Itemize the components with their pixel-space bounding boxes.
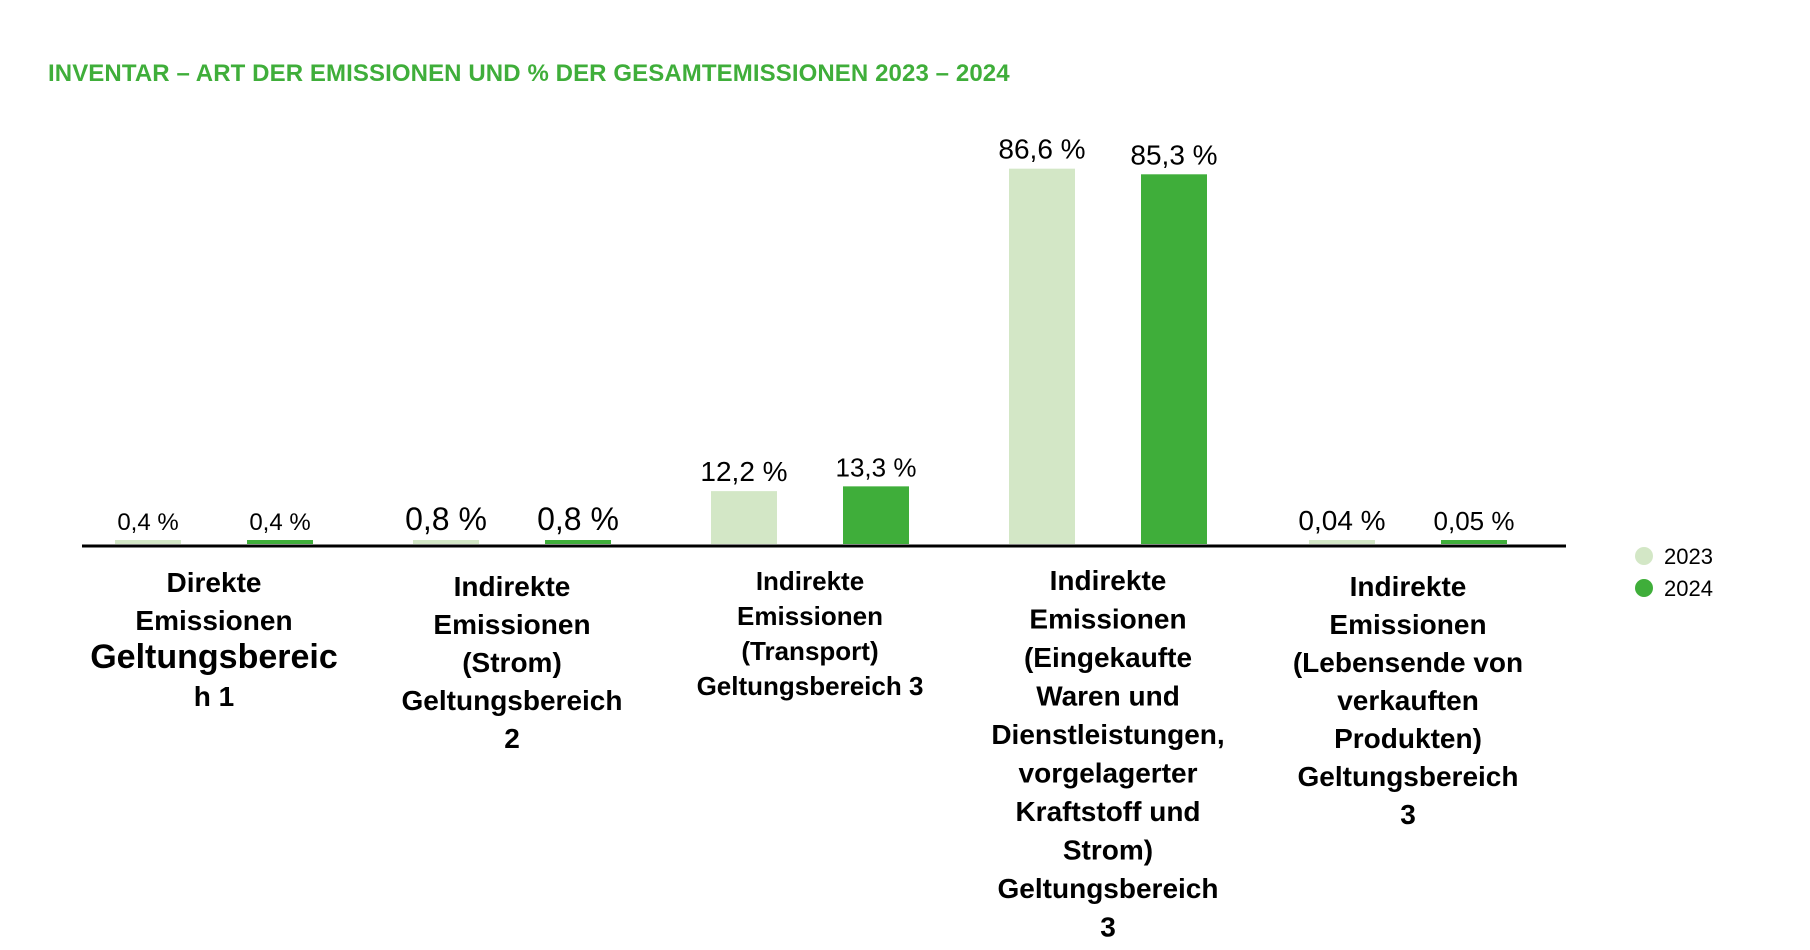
category-label-line: Kraftstoff und — [1015, 796, 1200, 827]
bar-2024-2 — [843, 486, 909, 544]
value-label-2023-1: 0,8 % — [405, 501, 487, 537]
category-label-line: Emissionen — [433, 609, 590, 640]
category-label-line: verkauften — [1337, 685, 1479, 716]
legend-swatch-2024 — [1635, 579, 1653, 597]
bar-2023-2 — [711, 491, 777, 544]
category-label-line: Produkten) — [1334, 723, 1482, 754]
category-label-line: Indirekte — [1350, 571, 1467, 602]
category-label-line: Geltungsbereich — [1298, 761, 1519, 792]
category-label-line: (Strom) — [462, 647, 562, 678]
category-label-line: (Lebensende von — [1293, 647, 1523, 678]
category-label-line: Geltungsbereich — [402, 685, 623, 716]
category-label-line: h 1 — [194, 681, 234, 712]
bar-2023-4 — [1309, 540, 1375, 544]
category-label-line: Emissionen — [737, 601, 883, 631]
value-label-2023-3: 86,6 % — [998, 134, 1085, 165]
category-label-line: Emissionen — [1029, 604, 1186, 635]
category-label-line: Geltungsbereic — [90, 638, 338, 676]
value-label-2023-4: 0,04 % — [1298, 505, 1385, 536]
bar-2023-3 — [1009, 168, 1075, 545]
category-label-4: Indirekte Emissionen (Lebensende von verkau… — [1293, 571, 1523, 830]
value-label-2024-2: 13,3 % — [836, 452, 917, 482]
category-label-line: Direkte — [167, 567, 262, 598]
category-label-3: Indirekte Emissionen (Eingekaufte Waren und… — [991, 565, 1224, 943]
legend-swatch-2023 — [1635, 547, 1653, 565]
category-label-1: Indirekte Emissionen (Strom) Geltungsbereic… — [402, 571, 623, 754]
bar-2023-1 — [413, 540, 479, 544]
category-label-line: Geltungsbereich — [998, 873, 1219, 904]
category-label-line: Emissionen — [135, 605, 292, 636]
value-label-2024-0: 0,4 % — [249, 509, 310, 536]
category-label-line: 3 — [1100, 912, 1116, 943]
category-label-line: 3 — [1400, 799, 1416, 830]
bar-2024-4 — [1441, 540, 1507, 544]
category-label-line: Emissionen — [1329, 609, 1486, 640]
category-label-line: (Transport) — [741, 636, 878, 666]
legend: 2023 2024 — [1635, 544, 1713, 601]
category-label-2: Indirekte Emissionen (Transport) Geltungsbe… — [697, 566, 924, 701]
legend-label-2023: 2023 — [1664, 544, 1713, 569]
category-label-line: vorgelagerter — [1019, 758, 1198, 789]
category-label-line: 2 — [504, 723, 520, 754]
category-label-line: Strom) — [1063, 835, 1153, 866]
value-label-2024-3: 85,3 % — [1130, 139, 1217, 170]
category-label-line: Indirekte — [756, 566, 864, 596]
chart-title: INVENTAR – ART DER EMISSIONEN UND % DER … — [48, 60, 1010, 87]
value-label-2024-4: 0,05 % — [1434, 506, 1515, 536]
bars-layer: 0,4 % 0,8 % 12,2 % 86,6 % 0,04 % 0,4 % 0,8 % 13… — [115, 134, 1515, 545]
category-label-line: (Eingekaufte — [1024, 642, 1192, 673]
legend-label-2024: 2024 — [1664, 576, 1713, 601]
bar-2023-0 — [115, 540, 181, 544]
category-label-line: Waren und — [1036, 681, 1180, 712]
value-label-2023-2: 12,2 % — [700, 456, 787, 487]
category-label-line: Dienstleistungen, — [991, 719, 1224, 750]
bar-2024-1 — [545, 540, 611, 544]
bar-2024-3 — [1141, 174, 1207, 544]
value-label-2024-1: 0,8 % — [537, 501, 619, 537]
category-label-line: Indirekte — [1050, 565, 1167, 596]
bar-2024-0 — [247, 540, 313, 544]
category-label-line: Indirekte — [454, 571, 571, 602]
category-label-line: Geltungsbereich 3 — [697, 671, 924, 701]
value-label-2023-0: 0,4 % — [117, 509, 178, 536]
